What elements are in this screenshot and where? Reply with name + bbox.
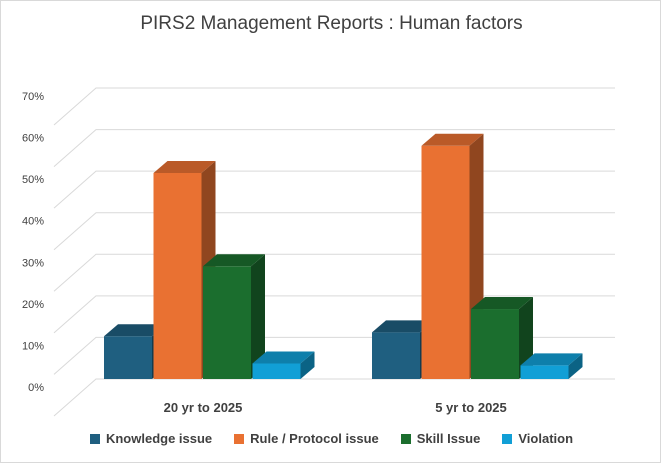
y-tick-label: 60%	[22, 133, 44, 145]
y-tick-label: 70%	[22, 91, 44, 103]
gridline	[53, 170, 615, 209]
legend-label-rule: Rule / Protocol issue	[250, 431, 379, 446]
y-tick-label: 10%	[22, 340, 44, 352]
bar-top	[520, 353, 583, 366]
bar-top	[421, 133, 484, 146]
bar-front	[153, 172, 202, 379]
bar-top	[104, 324, 166, 337]
legend: Knowledge issue Rule / Protocol issue Sk…	[1, 431, 661, 446]
legend-item-rule: Rule / Protocol issue	[234, 431, 379, 446]
legend-label-skill: Skill Issue	[416, 431, 481, 446]
legend-item-knowledge: Knowledge issue	[89, 431, 213, 446]
bar-front	[252, 363, 301, 379]
bar-top	[252, 351, 315, 364]
legend-swatch-knowledge	[89, 433, 100, 444]
bar-side	[251, 254, 265, 379]
y-tick-label: 50%	[22, 174, 44, 186]
bar	[203, 254, 265, 379]
bar-side	[300, 351, 315, 379]
bar-front	[203, 266, 251, 379]
bar-front	[471, 309, 519, 379]
gridline	[53, 87, 615, 126]
legend-swatch-violation	[502, 433, 513, 444]
bar-top	[471, 297, 533, 310]
bar-front	[520, 365, 569, 379]
y-tick-label: 30%	[22, 257, 44, 269]
bar-front	[104, 336, 152, 379]
bar-side	[568, 353, 583, 379]
y-axis-ticks: 0% 10% 20% 30% 40% 50% 60% 70%	[22, 91, 44, 394]
bar-top	[372, 320, 434, 333]
bars	[104, 133, 583, 379]
gridline	[53, 129, 615, 167]
bar-top	[153, 160, 216, 173]
y-tick-label: 0%	[28, 382, 44, 394]
legend-item-skill: Skill Issue	[400, 431, 481, 446]
x-tick-label: 5 yr to 2025	[435, 400, 507, 415]
gridline	[53, 378, 615, 417]
x-axis-ticks: 20 yr to 2025 5 yr to 2025	[164, 400, 507, 415]
legend-item-violation: Violation	[502, 431, 573, 446]
bar	[252, 351, 315, 379]
legend-label-violation: Violation	[518, 431, 574, 446]
legend-swatch-skill	[400, 433, 411, 444]
legend-swatch-rule	[234, 433, 245, 444]
gridline	[53, 253, 615, 292]
gridline	[53, 212, 615, 251]
bar	[471, 297, 533, 379]
y-tick-label: 40%	[22, 216, 44, 228]
bar-front	[372, 332, 420, 379]
chart-title: PIRS2 Management Reports : Human factors	[140, 13, 523, 34]
bar	[520, 353, 583, 379]
y-tick-label: 20%	[22, 299, 44, 311]
bar-front	[421, 145, 470, 379]
bar-top	[203, 254, 265, 267]
legend-label-knowledge: Knowledge issue	[105, 431, 213, 446]
x-tick-label: 20 yr to 2025	[164, 400, 243, 415]
